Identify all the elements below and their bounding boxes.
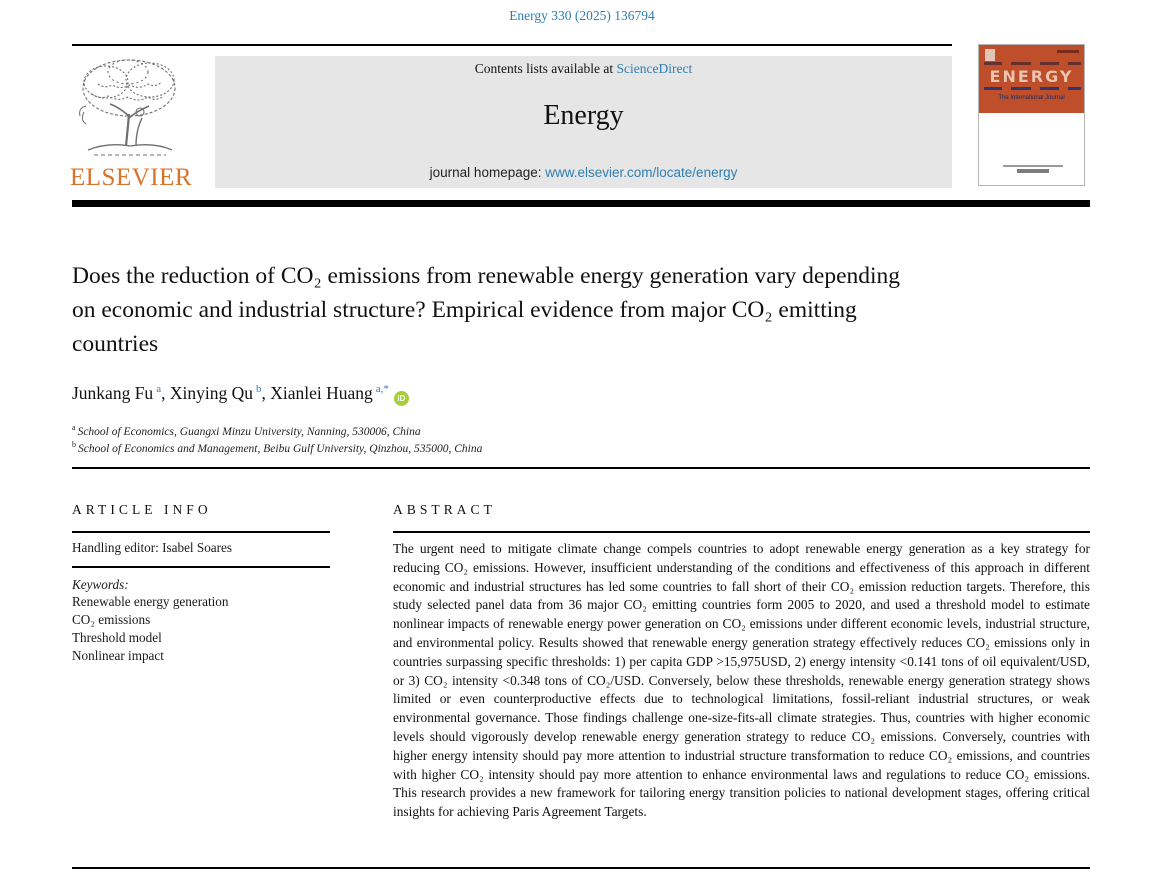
homepage-line: journal homepage: www.elsevier.com/locat… (215, 165, 952, 180)
contents-line: Contents lists available at ScienceDirec… (215, 61, 952, 77)
abstract-text: The urgent need to mitigate climate chan… (393, 541, 1090, 820)
orcid-icon[interactable]: iD (393, 391, 409, 406)
abstract-heading: ABSTRACT (393, 502, 496, 517)
author-name[interactable]: Xianlei Huang (270, 383, 373, 403)
keyword: CO₂ emissions (72, 612, 151, 627)
homepage-prefix: journal homepage: (429, 165, 546, 180)
article-head-divider (72, 467, 1090, 469)
affiliation-text: School of Economics and Management, Beib… (78, 442, 483, 455)
journal-citation-link[interactable]: Energy 330 (2025) 136794 (509, 8, 655, 23)
elsevier-wordmark: ELSEVIER (70, 164, 193, 191)
author-name[interactable]: Xinying Qu (169, 383, 253, 403)
keyword: Renewable energy generation (72, 594, 229, 609)
article-title: Does the reduction of CO₂ emissions from… (72, 263, 901, 357)
elsevier-tree-icon (79, 59, 176, 156)
abstract-divider (393, 531, 1090, 533)
journal-name: Energy (543, 100, 624, 131)
contents-prefix: Contents lists available at (474, 61, 617, 76)
article-info-heading: ARTICLE INFO (72, 502, 212, 517)
journal-banner: Contents lists available at ScienceDirec… (215, 56, 952, 188)
cover-subtitle: The International Journal (998, 95, 1065, 101)
cover-volume-text (1057, 50, 1079, 53)
cover-mini-logo (985, 49, 995, 61)
cover-topics-row-bottom (984, 87, 1081, 90)
header-bottom-bar (72, 200, 1090, 207)
cover-masthead-panel: ENERGY The International Journal (979, 45, 1084, 113)
journal-homepage-link[interactable]: www.elsevier.com/locate/energy (545, 165, 738, 180)
cover-footer-url (1003, 165, 1063, 167)
journal-cover-thumbnail[interactable]: ENERGY The International Journal (978, 44, 1085, 186)
cover-topics-row-top (984, 62, 1081, 65)
cover-masthead-title: ENERGY (989, 67, 1074, 86)
author-name[interactable]: Junkang Fu (72, 383, 154, 403)
sciencedirect-link[interactable]: ScienceDirect (616, 61, 693, 76)
author-affiliation-mark: a,* (375, 383, 389, 396)
affiliation-text: School of Economics, Guangxi Minzu Unive… (77, 425, 421, 438)
article-info-divider (72, 531, 330, 533)
affiliation-mark: a (72, 423, 76, 432)
author-affiliation-mark: b (255, 383, 262, 396)
author-list: Junkang Fu a, Xinying Qu b, Xianlei Huang a… (72, 383, 409, 406)
keyword: Nonlinear impact (72, 648, 164, 663)
handling-editor: Handling editor: Isabel Soares (72, 540, 233, 555)
affiliation: b School of Economics and Management, Bei… (72, 440, 482, 455)
header-top-divider (72, 44, 952, 46)
keywords-label: Keywords: (72, 577, 129, 592)
cover-footer-sciencedirect (1017, 169, 1049, 173)
keywords-divider (72, 566, 330, 568)
keyword: Threshold model (72, 630, 162, 645)
affiliation: a School of Economics, Guangxi Minzu Univ… (72, 423, 421, 438)
author-separator: , (161, 383, 170, 403)
author-separator: , (261, 383, 271, 403)
author-affiliation-mark: a (156, 383, 162, 396)
affiliation-mark: b (72, 440, 76, 449)
page-bottom-divider (72, 867, 1090, 869)
elsevier-logo[interactable]: ELSEVIER (70, 52, 193, 192)
